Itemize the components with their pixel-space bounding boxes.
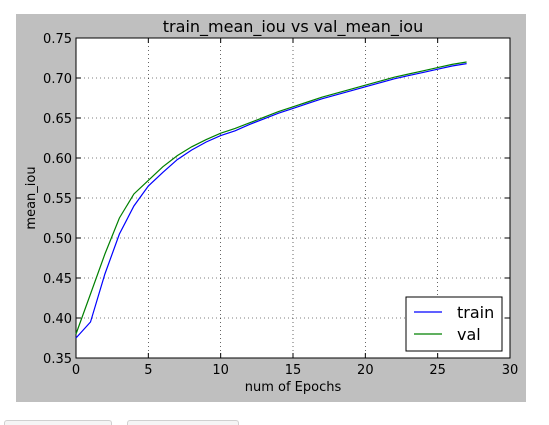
figure-background: 0 5 10 15 20 25 30 0.35 0.40 0.45 0.50 0.55 0.60 0.65… [16,14,526,402]
chart-title: train_mean_iou vs val_mean_iou [163,17,423,37]
y-axis-label: mean_iou [24,166,39,229]
x-tick-label: 15 [285,363,302,378]
y-tick-label: 0.40 [43,312,72,327]
y-tick-label: 0.55 [43,192,72,207]
series-line-val [75,61,467,335]
y-tick-label: 0.45 [43,272,72,287]
x-axis-label: num of Epochs [245,380,342,395]
bottom-tab-right [127,420,239,425]
x-tick-label: 10 [212,363,229,378]
y-tick-label: 0.35 [43,352,72,367]
legend-box [405,296,503,352]
axis-ticks: 0 5 10 15 20 25 30 0.35 0.40 0.45 0.50 0.55 0.60 0.65… [43,32,518,378]
legend-label-val: val [457,325,481,344]
y-tick-label: 0.60 [43,152,72,167]
series-lines [75,61,467,339]
y-tick-label: 0.65 [43,112,72,127]
grid [76,38,510,358]
x-tick-label: 25 [429,363,446,378]
x-tick-label: 30 [502,363,519,378]
x-tick-label: 0 [72,363,80,378]
series-line-train [75,63,467,339]
line-chart: 0 5 10 15 20 25 30 0.35 0.40 0.45 0.50 0.55 0.60 0.65… [24,17,518,395]
y-tick-label: 0.75 [43,32,72,47]
x-tick-label: 20 [357,363,374,378]
bottom-tab-left [4,420,112,425]
y-tick-label: 0.50 [43,232,72,247]
legend: train val [405,296,503,352]
x-tick-label: 5 [144,363,152,378]
legend-label-train: train [457,303,494,322]
y-tick-label: 0.70 [43,72,72,87]
